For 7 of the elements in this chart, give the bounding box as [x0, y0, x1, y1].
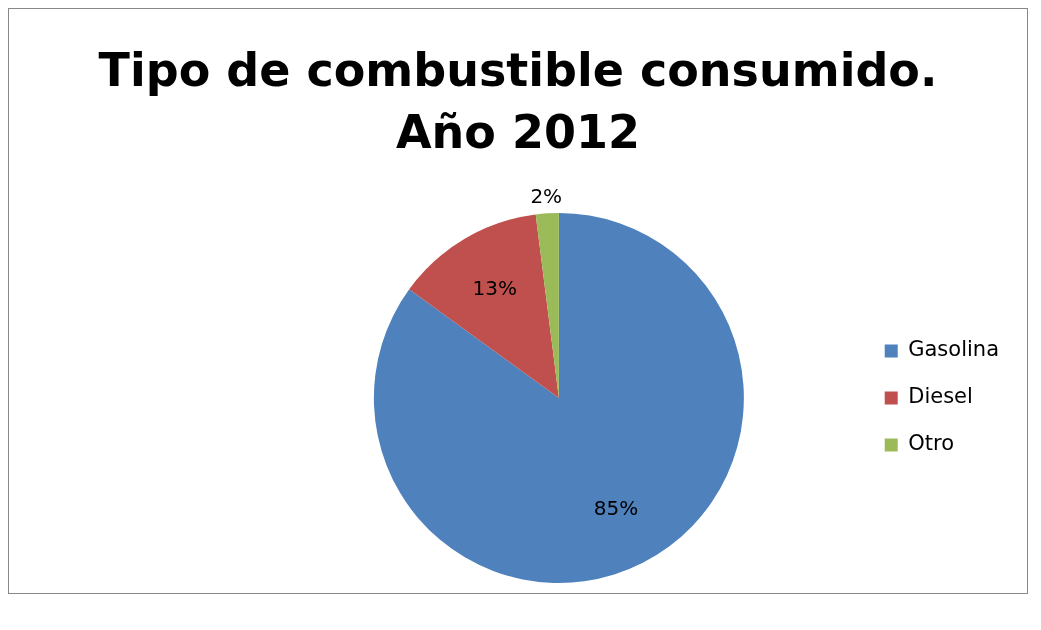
legend-label: Otro — [908, 431, 955, 456]
legend-label: Gasolina — [908, 337, 999, 362]
data-label: 2% — [530, 183, 563, 208]
legend-label: Diesel — [908, 384, 973, 409]
chart-title: Tipo de combustible consumido. Año 2012 — [97, 42, 939, 161]
data-label: 85% — [593, 496, 639, 521]
data-label: 13% — [472, 275, 518, 300]
